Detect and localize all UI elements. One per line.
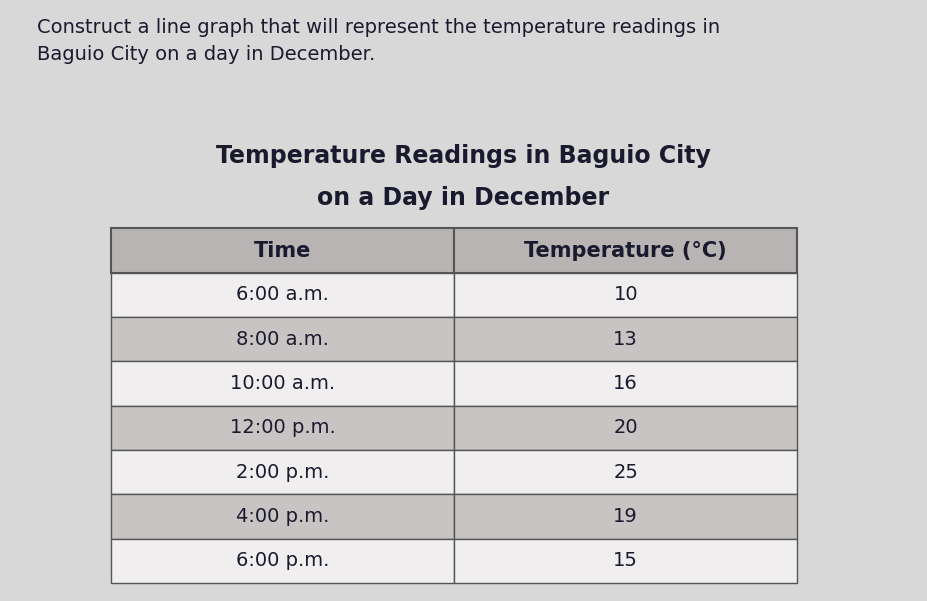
FancyBboxPatch shape — [454, 361, 797, 406]
Text: 6:00 a.m.: 6:00 a.m. — [236, 285, 329, 304]
FancyBboxPatch shape — [454, 406, 797, 450]
Text: 20: 20 — [614, 418, 638, 438]
FancyBboxPatch shape — [111, 494, 454, 538]
FancyBboxPatch shape — [454, 538, 797, 583]
FancyBboxPatch shape — [111, 228, 454, 273]
FancyBboxPatch shape — [454, 273, 797, 317]
Text: 15: 15 — [614, 551, 638, 570]
FancyBboxPatch shape — [111, 538, 454, 583]
Text: 2:00 p.m.: 2:00 p.m. — [236, 463, 329, 481]
FancyBboxPatch shape — [111, 361, 454, 406]
Text: 6:00 p.m.: 6:00 p.m. — [236, 551, 329, 570]
Text: Construct a line graph that will represent the temperature readings in
Baguio Ci: Construct a line graph that will represe… — [37, 18, 720, 64]
Text: 16: 16 — [614, 374, 638, 393]
FancyBboxPatch shape — [454, 228, 797, 273]
FancyBboxPatch shape — [111, 317, 454, 361]
Text: 13: 13 — [614, 330, 638, 349]
Text: 8:00 a.m.: 8:00 a.m. — [236, 330, 329, 349]
Text: 10:00 a.m.: 10:00 a.m. — [230, 374, 336, 393]
Text: on a Day in December: on a Day in December — [317, 186, 610, 210]
FancyBboxPatch shape — [454, 317, 797, 361]
FancyBboxPatch shape — [111, 406, 454, 450]
Text: 10: 10 — [614, 285, 638, 304]
Text: 19: 19 — [614, 507, 638, 526]
Text: 4:00 p.m.: 4:00 p.m. — [236, 507, 329, 526]
Text: 25: 25 — [614, 463, 638, 481]
Text: 12:00 p.m.: 12:00 p.m. — [230, 418, 336, 438]
Text: Time: Time — [254, 240, 311, 261]
FancyBboxPatch shape — [111, 450, 454, 494]
Text: Temperature Readings in Baguio City: Temperature Readings in Baguio City — [216, 144, 711, 168]
FancyBboxPatch shape — [111, 273, 454, 317]
FancyBboxPatch shape — [454, 450, 797, 494]
Text: Temperature (°C): Temperature (°C) — [525, 240, 727, 261]
FancyBboxPatch shape — [454, 494, 797, 538]
